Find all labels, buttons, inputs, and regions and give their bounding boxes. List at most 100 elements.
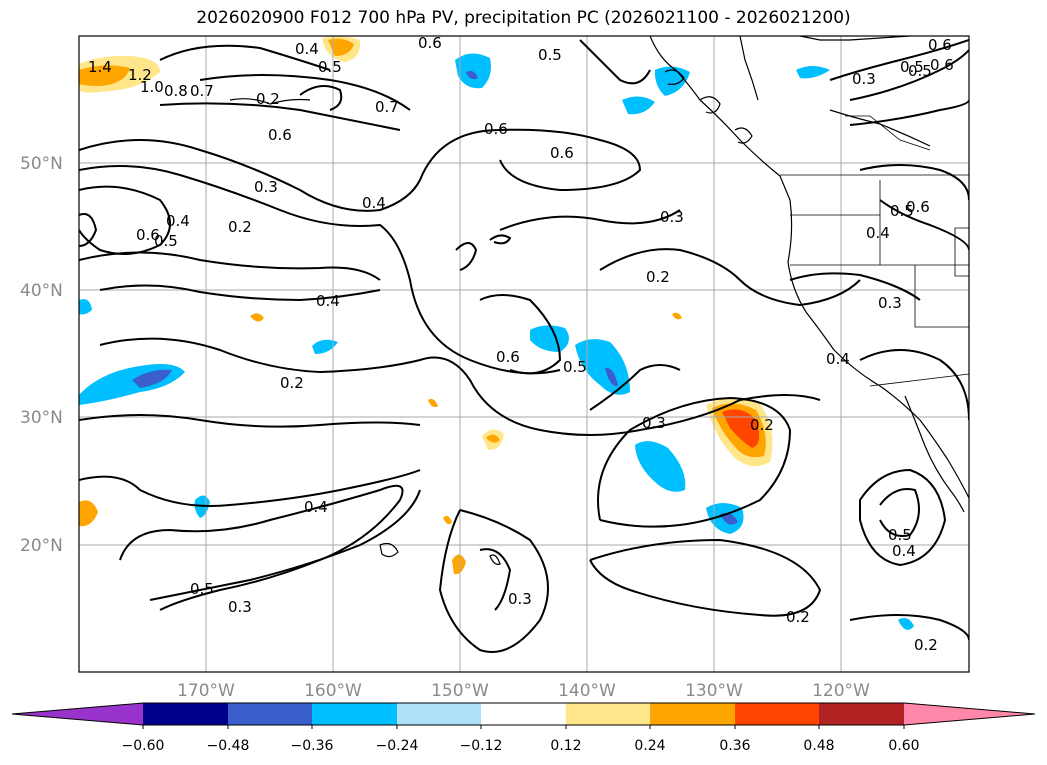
precip-blob: [605, 367, 618, 387]
contour-label: 0.4: [304, 498, 328, 516]
precip-blob: [720, 513, 738, 525]
precip-blob: [328, 38, 354, 56]
lat-label: 30°N: [20, 408, 63, 428]
colorbar-tick-label: 0.36: [719, 738, 750, 754]
lat-label: 20°N: [20, 536, 63, 556]
colorbar-swatch: [228, 703, 312, 725]
precip-blob: [796, 66, 830, 79]
contour-label: 0.6: [550, 144, 574, 162]
colorbar-tick-marks: [142, 725, 905, 729]
contour-label: 0.4: [166, 212, 190, 230]
contour-label: 0.6: [928, 36, 952, 54]
contour-label: 0.5: [888, 526, 912, 544]
political-borders: [780, 115, 969, 387]
precip-blob: [443, 515, 452, 525]
colorbar-tick-label: 0.24: [634, 738, 665, 754]
precip-blob: [530, 325, 569, 352]
contour-label: 0.5: [154, 232, 178, 250]
contour-label: 0.2: [228, 218, 252, 236]
colorbar-tick-label: 0.12: [550, 738, 581, 754]
precip-blob: [722, 409, 760, 448]
contour-label: 0.5: [538, 46, 562, 64]
precip-blob: [622, 96, 655, 115]
precip-blob: [250, 313, 264, 322]
map-title: 2026020900 F012 700 hPa PV, precipitatio…: [196, 8, 851, 28]
contour-label: 0.2: [914, 636, 938, 654]
contour-label: 0.8: [164, 82, 188, 100]
precip-blob: [79, 65, 130, 86]
colorbar-tick-label: −0.48: [207, 738, 250, 754]
lon-label: 170°W: [177, 681, 235, 701]
colorbar-swatch: [12, 703, 143, 725]
graticule: [79, 36, 969, 672]
contour-label: 0.3: [228, 598, 252, 616]
contour-label: 0.6: [418, 34, 442, 52]
contour-label: 0.3: [660, 208, 684, 226]
colorbar-tick-label: 0.48: [803, 738, 834, 754]
colorbar-swatch: [735, 703, 819, 725]
contour-label: 0.5: [563, 358, 587, 376]
precip-blob: [466, 70, 478, 80]
colorbar-tick-label: −0.36: [291, 738, 334, 754]
contour-label: 0.3: [878, 294, 902, 312]
contour-label: 0.4: [316, 292, 340, 310]
lon-label: 130°W: [685, 681, 743, 701]
precip-blob: [132, 369, 172, 388]
precip-blob: [428, 398, 438, 408]
map-plot-area: 1.4 1.2 1.0 0.8 0.7 0.4 0.5 0.6 0.5 0.7 …: [79, 34, 969, 672]
contour-label: 0.2: [646, 268, 670, 286]
precip-positive-shading: [79, 36, 773, 575]
colorbar-swatch: [819, 703, 904, 725]
contour-label: 0.6: [930, 56, 954, 74]
contour-label: 0.4: [362, 194, 386, 212]
colorbar-tick-label: −0.12: [460, 738, 503, 754]
contour-label: 1.4: [88, 58, 112, 76]
contour-label: 1.0: [140, 78, 164, 96]
contour-label: 0.3: [642, 414, 666, 432]
contour-label: 0.6: [906, 198, 930, 216]
contour-label: 0.3: [852, 70, 876, 88]
contour-label: 0.5: [900, 58, 924, 76]
precip-blob: [452, 554, 466, 575]
precip-blob: [312, 339, 338, 354]
precip-blob: [635, 441, 686, 492]
contour-label: 0.5: [890, 202, 914, 220]
longitude-labels: 170°W 160°W 150°W 140°W 130°W 120°W: [177, 681, 870, 701]
contour-label: 0.2: [786, 608, 810, 626]
contour-label: 0.7: [375, 98, 399, 116]
latitude-labels: 50°N 40°N 30°N 20°N: [20, 154, 63, 556]
contour-label: 1.2: [128, 66, 152, 84]
colorbar-swatch: [397, 703, 481, 725]
contour-labels: 1.4 1.2 1.0 0.8 0.7 0.4 0.5 0.6 0.5 0.7 …: [88, 34, 954, 654]
contour-label: 0.4: [892, 542, 916, 560]
colorbar-swatch: [312, 703, 397, 725]
map-frame: [78, 35, 970, 673]
contour-label: 0.4: [295, 40, 319, 58]
lat-label: 50°N: [20, 154, 63, 174]
precip-blob: [79, 500, 98, 527]
contour-label: 0.2: [750, 416, 774, 434]
colorbar-tick-label: −0.60: [122, 738, 165, 754]
colorbar-tick-label: −0.24: [376, 738, 419, 754]
contour-label: 0.4: [826, 350, 850, 368]
contour-label: 0.2: [280, 374, 304, 392]
precip-blob: [486, 434, 500, 443]
precip-blob: [455, 53, 491, 89]
pv-contours: [79, 39, 969, 653]
contour-label: 0.5: [190, 580, 214, 598]
contour-label: 0.3: [254, 178, 278, 196]
contour-label: 0.4: [866, 224, 890, 242]
contour-label: 0.2: [256, 90, 280, 108]
colorbar-swatch: [650, 703, 735, 725]
precip-blob: [654, 66, 690, 96]
colorbar-swatch: [481, 703, 566, 725]
coastlines: [229, 36, 969, 565]
contour-label: 0.6: [496, 348, 520, 366]
colorbar-swatch: [904, 703, 1035, 725]
contour-label: 0.5: [318, 58, 342, 76]
lon-label: 120°W: [812, 681, 870, 701]
precip-blob: [672, 312, 682, 320]
colorbar: −0.60 −0.48 −0.36 −0.24 −0.12 0.12 0.24 …: [11, 702, 1036, 754]
precip-blob: [79, 299, 92, 315]
